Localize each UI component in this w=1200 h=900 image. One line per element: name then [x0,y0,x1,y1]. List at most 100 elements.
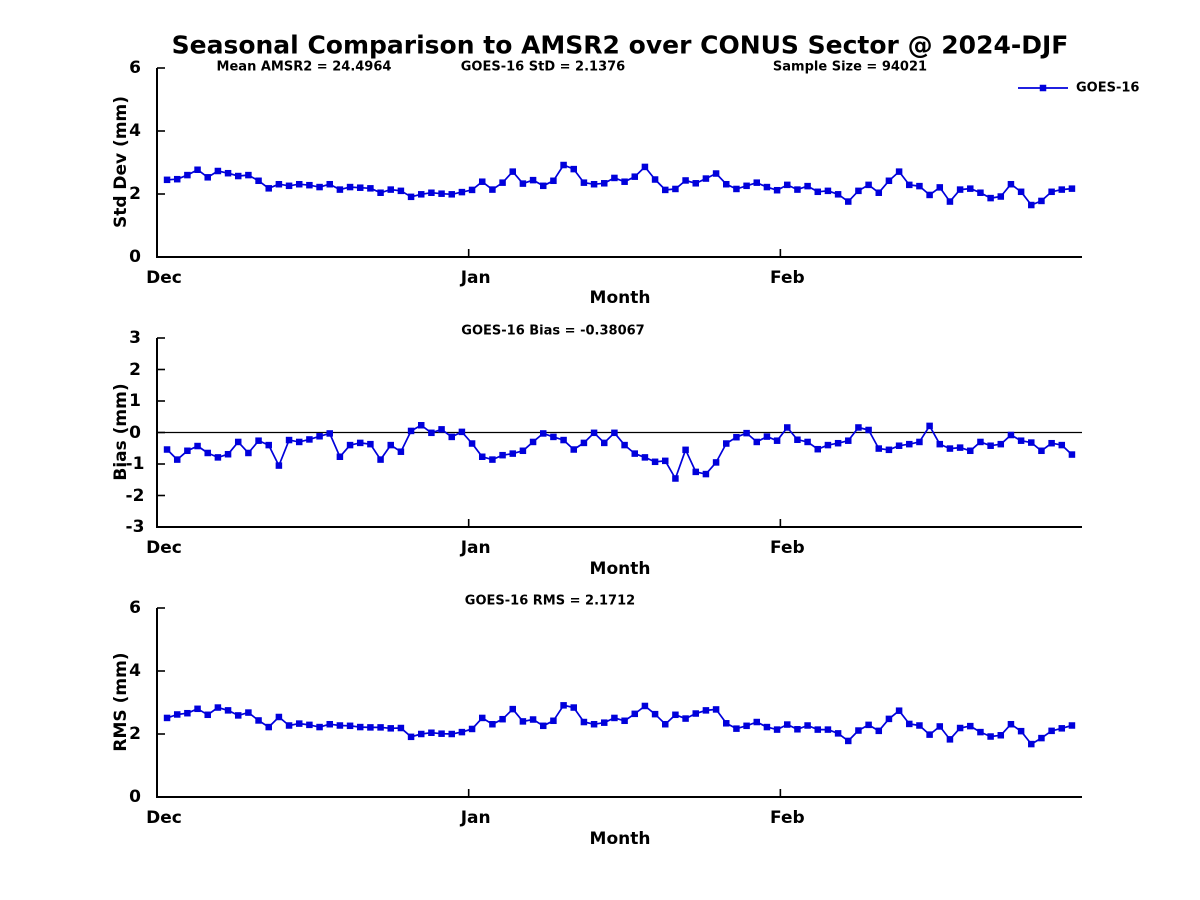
series-marker [794,436,801,443]
series-marker [804,438,811,446]
series-marker [245,709,252,716]
series-marker [224,450,232,458]
series-marker [723,180,730,188]
series-marker [336,186,344,193]
series-marker [804,182,811,190]
annotation-goes16-rms: GOES-16 RMS = 2.1712 [464,593,636,609]
series-marker [336,722,344,729]
series-marker [539,182,547,190]
series-marker [509,168,516,175]
series-line-bias [166,424,1073,480]
series-marker [448,433,455,441]
series-marker [438,426,445,433]
series-marker [641,163,649,171]
series-marker [1058,725,1066,732]
series-marker [672,185,679,193]
series-marker [895,707,903,714]
y-tick-label: -1 [125,454,145,474]
series-marker [224,169,232,177]
series-marker [865,721,872,729]
series-marker [763,183,771,191]
series-marker [438,730,445,737]
series-marker [387,441,394,449]
series-marker [550,177,557,185]
series-marker [560,161,567,169]
series-marker [255,717,262,724]
series-marker [1058,441,1066,449]
series-marker [651,458,659,466]
series-marker [784,181,791,189]
series-marker [712,459,720,466]
series-marker [295,438,303,446]
series-marker [285,436,293,444]
series-marker [306,181,313,189]
series-marker [977,189,984,196]
series-marker [590,429,598,437]
series-marker [733,725,740,732]
series-marker [753,179,761,186]
axis-rms [156,608,1082,798]
series-marker [580,179,588,186]
series-marker [672,711,679,719]
series-marker [723,440,730,447]
series-marker [306,721,313,729]
series-marker [275,462,283,469]
series-marker [682,446,689,454]
series-marker [590,720,598,728]
series-marker [814,726,822,733]
series-marker [997,440,1005,448]
y-tick-label: 3 [129,328,141,348]
series-marker [367,185,374,192]
series-marker [245,171,252,179]
series-marker [316,433,323,440]
series-marker [184,709,191,717]
series-marker [570,165,577,173]
series-marker [743,722,750,730]
y-tick-label: 2 [129,724,141,744]
series-marker [255,177,262,185]
series-marker [255,437,262,444]
series-marker [478,714,486,722]
series-marker [855,727,862,734]
x-tick-label-feb: Feb [770,268,805,288]
series-marker [204,449,211,457]
series-marker [275,180,283,188]
series-marker [662,457,669,465]
series-marker [784,424,791,431]
series-marker [702,707,710,714]
series-marker [407,427,415,435]
series-marker [1028,439,1035,446]
series-marker [336,453,344,461]
series-marker [407,193,415,201]
series-marker [956,444,964,451]
series-marker [987,733,994,740]
series-marker [306,436,313,443]
series-marker [865,426,872,434]
series-marker [926,422,933,430]
series-marker [936,184,944,191]
series-marker [662,720,669,728]
series-marker [387,186,394,193]
series-marker [560,702,567,709]
series-marker [692,468,700,476]
series-marker [631,450,639,457]
x-tick-label-jan: Jan [460,538,491,558]
series-marker [723,720,730,727]
series-marker [367,440,374,448]
series-marker [834,439,842,447]
series-marker [1068,722,1076,729]
series-marker [560,436,567,444]
y-tick-label: 6 [129,598,141,618]
y-tick-label: 2 [129,184,141,204]
series-marker [1017,188,1025,196]
series-marker [570,704,577,711]
series-marker [1017,727,1025,735]
series-marker [611,714,618,722]
series-marker [977,728,984,736]
y-tick-label: 2 [129,359,141,380]
series-marker [550,717,557,725]
series-marker [885,446,893,454]
series-marker [590,180,598,188]
series-marker [743,182,750,190]
series-marker [834,191,842,198]
